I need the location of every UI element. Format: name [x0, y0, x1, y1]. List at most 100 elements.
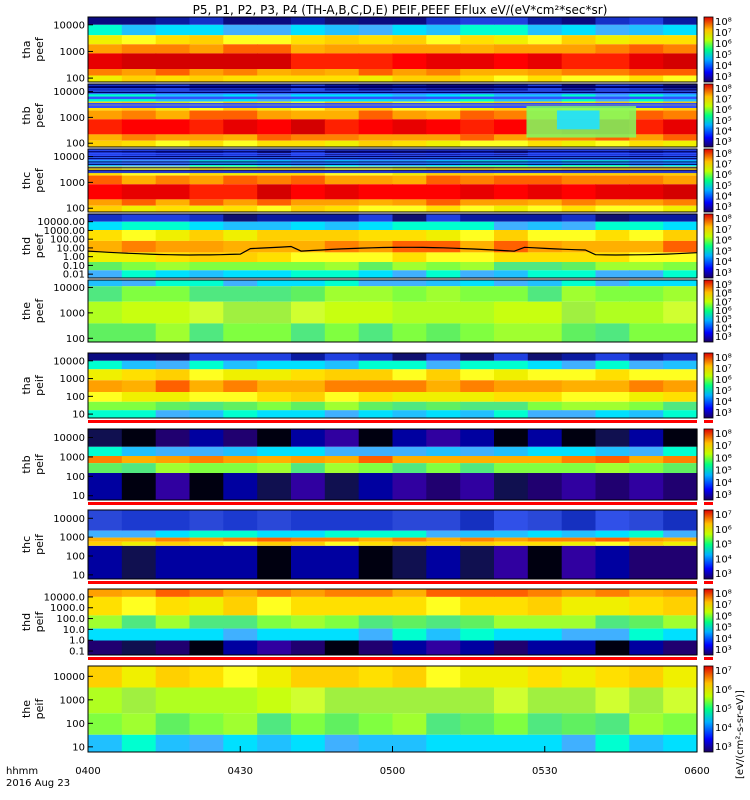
panel-ylabel: peef [33, 233, 46, 259]
colorbar [703, 665, 714, 753]
panel-frame [87, 16, 698, 83]
colorbar-tick-label: 10⁷ [715, 28, 732, 39]
colorbar [703, 509, 714, 580]
separator-bar [704, 581, 713, 584]
separator-bar [704, 502, 713, 505]
y-tick-label: 1000 [60, 695, 85, 706]
overlay-line [87, 245, 698, 256]
panel-the-peif: 10000 1000 100 10 the peif 10⁷ 10⁶ 10⁵ 10⁴ 10³ [20, 657, 732, 753]
colorbar-tick-label: 10⁵ [715, 246, 732, 257]
panel-ylabel: thd [20, 237, 33, 255]
x-tick-label: 0600 [684, 766, 709, 777]
y-tick-label: 1000.00 [44, 226, 85, 237]
panel-ylabel: peif [33, 374, 46, 396]
colorbar-tick-label: 10⁵ [715, 386, 732, 397]
separator-bar [704, 420, 713, 423]
y-tick-label: 100 [66, 74, 85, 85]
colorbar-tick-label: 10⁶ [715, 453, 732, 464]
colorbar-tick-label: 10⁷ [715, 95, 732, 106]
colorbar-tick-label: 10⁸ [715, 589, 732, 600]
colorbar-tick-label: 10⁶ [715, 375, 732, 386]
panel-ylabel: peef [33, 36, 46, 62]
y-tick-label: 10000 [53, 152, 85, 163]
panel-frame [87, 352, 698, 419]
colorbar-tick-label: 10⁶ [715, 306, 732, 317]
y-tick-label: 10000.0 [44, 592, 85, 603]
panel-frame [87, 213, 698, 279]
colorbar-tick-label: 10⁴ [715, 723, 732, 734]
y-tick-label: 100 [66, 392, 85, 403]
y-tick-label: 0.01 [63, 270, 85, 281]
colorbar-tick-label: 10⁷ [715, 225, 732, 236]
y-tick-label: 10000.00 [37, 217, 85, 228]
y-tick-label: 10000 [53, 20, 85, 31]
y-tick-label: 10 [72, 570, 85, 581]
panel-ylabel: peef [33, 298, 46, 324]
colorbar-tick-label: 10⁷ [715, 510, 732, 521]
colorbar-tick-label: 10⁷ [715, 441, 732, 452]
y-tick-label: 1000 [60, 308, 85, 319]
y-tick-label: 10.00 [56, 243, 85, 254]
colorbar [703, 213, 714, 279]
y-tick-label: 10000 [53, 514, 85, 525]
separator-bar [88, 502, 697, 505]
colorbar-tick-label: 10³ [715, 408, 732, 419]
colorbar-tick-label: 10⁶ [715, 236, 732, 247]
y-tick-label: 100 [66, 719, 85, 730]
x-tick-label: 0430 [228, 766, 253, 777]
y-tick-label: 10000 [53, 356, 85, 367]
colorbar [703, 352, 714, 419]
panel-ylabel: peif [33, 611, 46, 633]
colorbar-tick-label: 10⁵ [715, 315, 732, 326]
x-ticks: 0400 0430 0500 0530 0600 [75, 746, 710, 777]
colorbar-tick-label: 10⁸ [715, 84, 732, 95]
separator-bar [704, 657, 713, 660]
panel-ylabel: peif [33, 453, 46, 475]
y-tick-label: 100 [66, 334, 85, 345]
colorbar [703, 148, 714, 213]
panel-frame [87, 83, 698, 148]
panel-ylabel: the [20, 700, 33, 718]
figure-title: P5, P1, P2, P3, P4 (TH-A,B,C,D,E) PEIF,P… [193, 3, 608, 17]
colorbar-tick-label: 10⁵ [715, 466, 732, 477]
y-tick-label: 1000 [60, 178, 85, 189]
panel-frame [87, 148, 698, 213]
y-tick-label: 10000 [53, 672, 85, 683]
colorbar-tick-label: 10⁵ [715, 540, 732, 551]
colorbar-tick-label: 10⁹ [715, 280, 732, 291]
y-tick-label: 10000 [53, 433, 85, 444]
panel-ylabel: thc [20, 536, 33, 553]
panel-ylabel: thd [20, 613, 33, 631]
y-tick-label: 1.00 [63, 252, 85, 263]
colorbar-tick-label: 10³ [715, 137, 732, 148]
y-tick-label: 10000 [53, 87, 85, 98]
colorbar-tick-label: 10⁸ [715, 17, 732, 28]
panel-ylabel: thb [20, 455, 33, 473]
time-axis: hhmm 2016 Aug 23 [6, 766, 70, 789]
panel-frame [87, 279, 698, 343]
panel-ylabel: thb [20, 106, 33, 124]
colorbar-tick-label: 10⁵ [715, 181, 732, 192]
panel-frame [87, 588, 698, 656]
y-tick-label: 100 [66, 472, 85, 483]
y-tick-label: 1000 [60, 374, 85, 385]
y-tick-label: 1000 [60, 533, 85, 544]
separator-bar [88, 657, 697, 660]
panel-frame [87, 428, 698, 501]
colorbar-tick-label: 10⁷ [715, 600, 732, 611]
time-axis-label: hhmm [6, 766, 38, 777]
separator-bar [88, 420, 697, 423]
y-tick-label: 100 [66, 139, 85, 150]
y-tick-label: 1000 [60, 452, 85, 463]
colorbar-tick-label: 10⁸ [715, 214, 732, 225]
colorbar-tick-label: 10⁸ [715, 429, 732, 440]
